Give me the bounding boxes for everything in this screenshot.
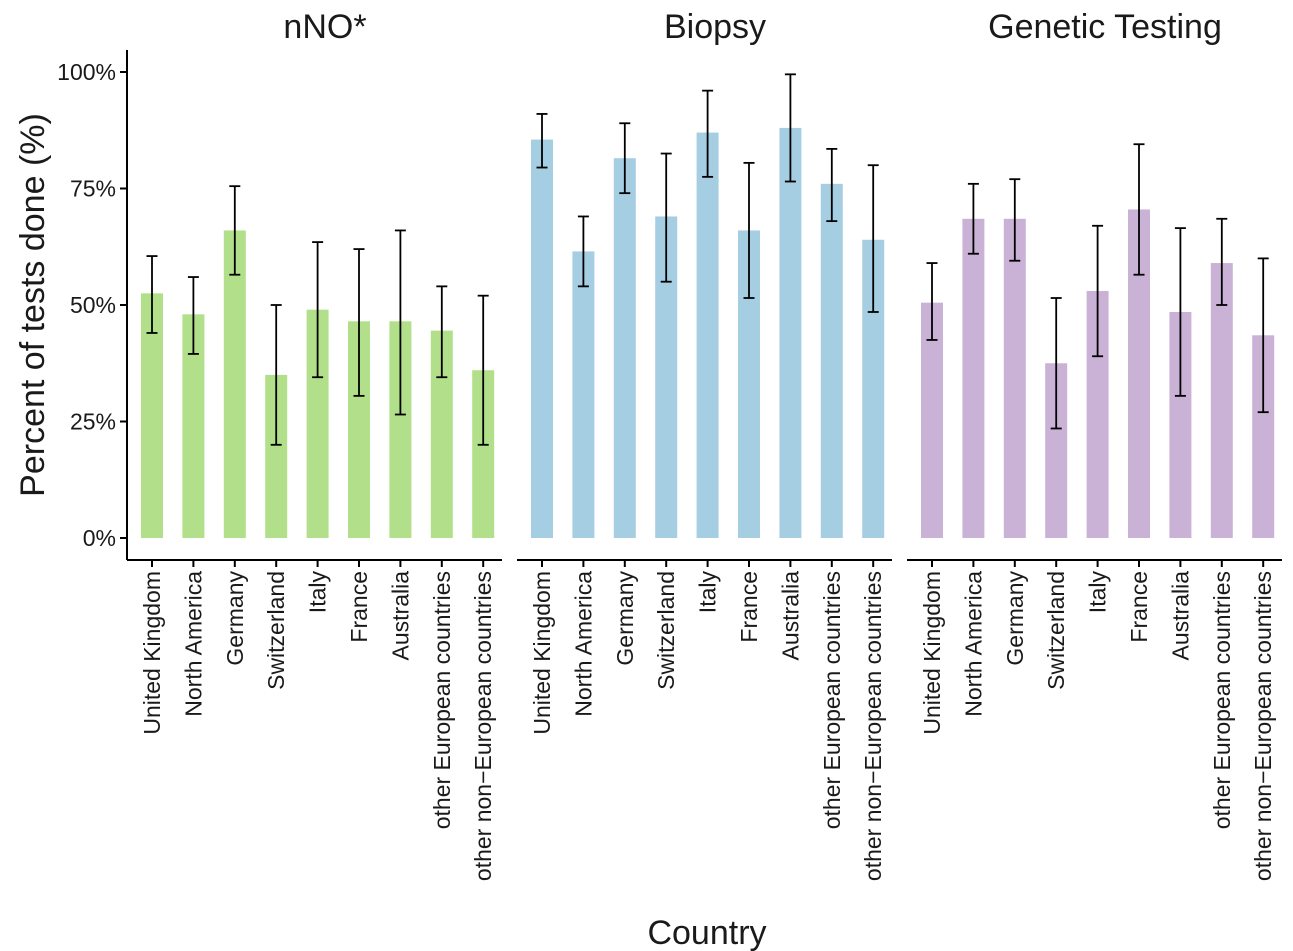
x-tick-label: United Kingdom — [139, 571, 165, 735]
x-tick-label: other European countries — [1209, 571, 1235, 829]
x-tick-label: Italy — [1085, 571, 1111, 614]
error-bar — [229, 185, 241, 276]
panel-title: Genetic Testing — [988, 8, 1222, 46]
error-bar — [536, 113, 548, 169]
bar — [265, 374, 288, 538]
error-bar — [660, 152, 672, 283]
bar — [738, 230, 760, 538]
error-bar — [743, 161, 755, 299]
bar — [820, 183, 843, 538]
panel: Biopsy United Kingdom North America Germany… — [517, 8, 892, 881]
error-bar — [394, 229, 406, 416]
bar — [430, 330, 453, 538]
bar — [1252, 335, 1275, 538]
x-tick-label: other non−European countries — [470, 571, 496, 881]
x-tick-label: other European countries — [819, 571, 845, 829]
bar — [613, 158, 636, 538]
error-bar — [867, 164, 879, 313]
x-tick-label: Switzerland — [653, 571, 679, 690]
error-bar — [436, 285, 448, 379]
bar — [472, 370, 495, 538]
error-bar — [619, 122, 631, 195]
x-tick-label: France — [736, 571, 762, 643]
error-bar — [353, 248, 365, 397]
x-tick-label: Australia — [777, 571, 803, 661]
error-bar — [1257, 257, 1269, 414]
y-tick-label: 75% — [70, 176, 116, 202]
chart-panels: nNO* United Kingdom North America Germany Sw… — [127, 8, 1282, 881]
bar — [223, 230, 246, 538]
x-tick-label: Italy — [695, 571, 721, 614]
bar — [962, 218, 985, 539]
error-bar — [146, 255, 158, 334]
y-tick-label: 0% — [83, 525, 116, 551]
x-tick-label: North America — [960, 571, 986, 717]
error-bar — [1216, 217, 1228, 306]
bar — [572, 251, 595, 538]
bar — [779, 127, 802, 539]
error-bar — [784, 73, 796, 183]
y-tick-label: 50% — [70, 292, 116, 318]
error-bar — [1092, 224, 1104, 358]
x-tick-label: other non−European countries — [1250, 571, 1276, 881]
y-axis-title: Percent of tests done (%) — [14, 113, 52, 497]
y-tick-label: 25% — [70, 409, 116, 435]
error-bar — [926, 262, 938, 341]
bar — [348, 321, 370, 538]
x-tick-label: Italy — [305, 571, 331, 614]
x-axis-title: Country — [647, 914, 766, 951]
y-axis: 0% 25% 50% 75% 100% — [57, 50, 128, 560]
error-bar — [477, 294, 489, 446]
bar — [1210, 263, 1233, 538]
bar — [696, 132, 719, 538]
x-tick-label: Germany — [222, 571, 248, 666]
x-tick-label: United Kingdom — [919, 571, 945, 735]
x-tick-label: France — [346, 571, 372, 643]
x-tick-label: other European countries — [429, 571, 455, 829]
bar — [306, 309, 329, 538]
x-tick-label: North America — [180, 571, 206, 717]
error-bar — [1133, 143, 1145, 276]
x-tick-label: Australia — [1167, 571, 1193, 661]
error-bar — [826, 147, 838, 223]
error-bar — [187, 276, 199, 355]
x-tick-label: France — [1126, 571, 1152, 643]
error-bar — [1009, 178, 1021, 262]
bar — [1003, 218, 1026, 539]
error-bar — [312, 241, 324, 379]
error-bar — [702, 89, 714, 178]
panel: Genetic Testing United Kingdom North Ameri… — [907, 8, 1282, 881]
bar — [1128, 209, 1150, 538]
error-bar — [967, 182, 979, 255]
bar — [862, 239, 885, 538]
error-bar — [577, 215, 589, 288]
x-tick-label: Germany — [1002, 571, 1028, 666]
x-tick-label: North America — [570, 571, 596, 717]
y-tick-label: 100% — [57, 59, 116, 85]
bar — [141, 293, 163, 538]
x-tick-label: United Kingdom — [529, 571, 555, 735]
bar — [921, 302, 943, 538]
x-tick-label: Australia — [387, 571, 413, 661]
bar — [182, 314, 205, 538]
error-bar — [1050, 297, 1062, 430]
x-tick-label: other non−European countries — [860, 571, 886, 881]
panel: nNO* United Kingdom North America Germany Sw… — [127, 8, 502, 881]
bar — [389, 321, 412, 538]
panel-title: Biopsy — [664, 8, 766, 46]
error-bar — [1174, 227, 1186, 397]
x-tick-label: Switzerland — [263, 571, 289, 690]
error-bar — [270, 304, 282, 446]
bar — [531, 139, 553, 538]
bar — [1169, 311, 1192, 538]
bar — [655, 216, 678, 538]
x-tick-label: Switzerland — [1043, 571, 1069, 690]
bar — [1086, 291, 1109, 538]
bar — [1045, 363, 1068, 538]
panel-title: nNO* — [283, 8, 366, 46]
x-tick-label: Germany — [612, 571, 638, 666]
